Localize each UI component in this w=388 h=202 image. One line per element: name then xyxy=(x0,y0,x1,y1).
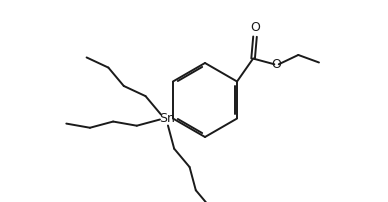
Text: O: O xyxy=(250,21,260,34)
Text: O: O xyxy=(272,58,281,71)
Text: Sn: Sn xyxy=(159,112,175,125)
